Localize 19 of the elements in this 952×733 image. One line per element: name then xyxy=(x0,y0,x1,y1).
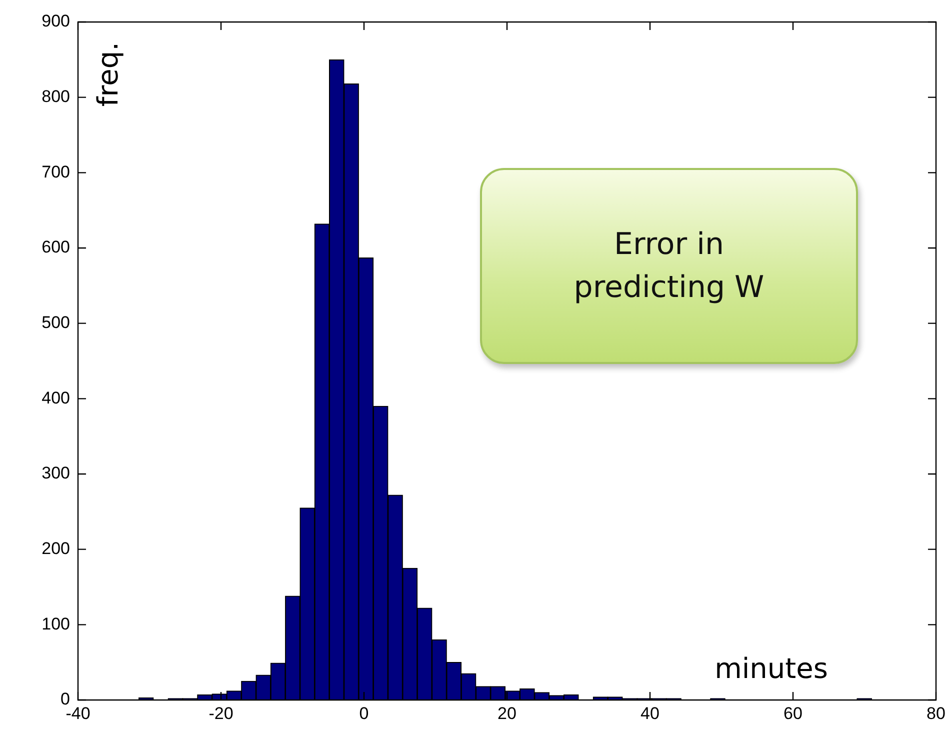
x-tick-label: 20 xyxy=(498,704,516,723)
x-tick-label: 40 xyxy=(640,704,660,723)
y-tick-label: 500 xyxy=(42,313,70,332)
y-tick-label: 200 xyxy=(42,539,70,558)
x-tick-label: -20 xyxy=(208,704,234,723)
y-tick-label: 800 xyxy=(42,87,70,106)
x-axis-title: minutes xyxy=(714,652,828,685)
y-tick-label: 900 xyxy=(42,12,70,31)
x-tick-label: 0 xyxy=(359,704,369,723)
callout-box: Error in predicting W xyxy=(480,168,858,364)
y-tick-label: 600 xyxy=(42,238,70,257)
annotation: Error in predicting W xyxy=(572,226,766,307)
x-tick-label: 60 xyxy=(784,704,802,723)
y-tick-label: 100 xyxy=(42,614,70,634)
y-tick-label: 700 xyxy=(42,162,70,182)
x-tick-label: 80 xyxy=(926,704,946,723)
y-axis-title: freq. xyxy=(91,42,124,107)
y-tick-label: 400 xyxy=(42,388,70,408)
y-tick-label: 300 xyxy=(42,464,70,483)
